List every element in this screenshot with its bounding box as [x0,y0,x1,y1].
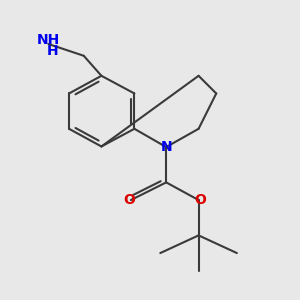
Text: NH: NH [37,33,60,46]
Text: N: N [160,140,172,154]
Text: H: H [47,44,58,58]
Text: O: O [124,193,135,207]
Text: O: O [194,193,206,207]
